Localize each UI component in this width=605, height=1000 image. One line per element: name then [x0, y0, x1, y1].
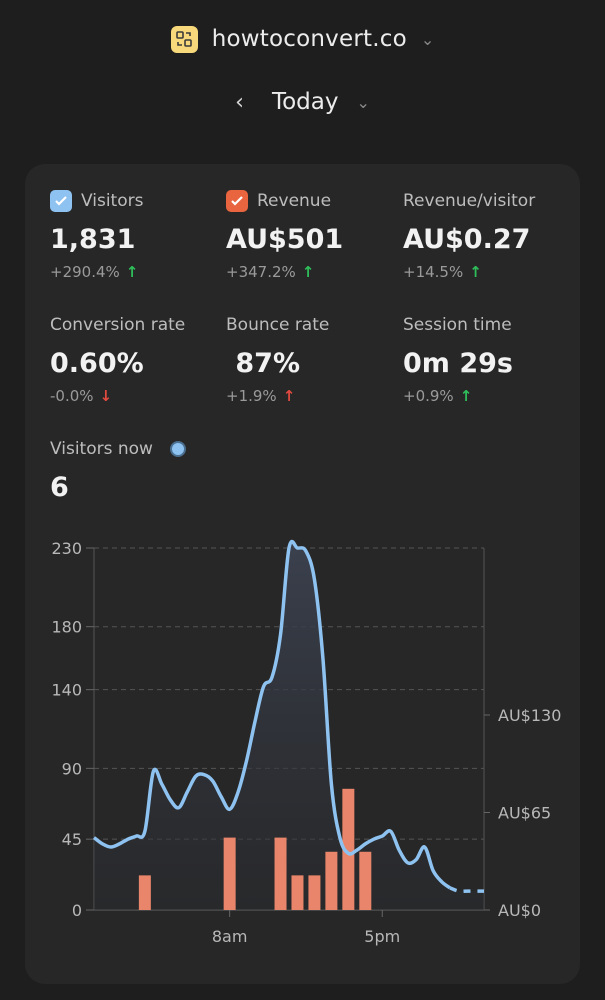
revenue-bar — [359, 851, 372, 910]
y-tick-label: 45 — [62, 830, 82, 849]
metric-conversion-rate[interactable]: Conversion rate 0.60% -0.0% ↓ — [50, 312, 220, 405]
revenue-bar — [223, 837, 236, 910]
revenue-bar — [342, 788, 355, 910]
y-tick-label: 0 — [72, 901, 82, 920]
metric-session-time[interactable]: Session time 0m 29s +0.9% ↑ — [403, 312, 573, 405]
visitors-revenue-chart[interactable]: 0 45 90 140 180 230 AU$0 AU$65 AU$130 8am 5pm — [25, 534, 580, 954]
x-tick-label: 8am — [212, 927, 248, 946]
revenue-bar — [308, 875, 321, 910]
visitors-line-partial — [449, 886, 484, 894]
chevron-down-icon[interactable]: ⌄ — [356, 92, 370, 112]
y2-tick-label: AU$0 — [498, 901, 541, 920]
visitors-area — [94, 541, 484, 910]
metric-change: +290.4% — [50, 263, 120, 281]
revenue-bar — [291, 875, 304, 910]
chevron-down-icon[interactable]: ⌄ — [420, 29, 435, 49]
period-selector[interactable]: ‹ Today ⌄ — [0, 84, 605, 120]
arrow-up-icon: ↑ — [282, 387, 296, 405]
metric-label: Session time — [403, 315, 512, 335]
back-arrow-icon[interactable]: ‹ — [235, 89, 244, 115]
metric-value: 87% — [226, 348, 301, 379]
site-selector[interactable]: howtoconvert.co ⌄ — [0, 22, 605, 56]
live-dot-icon — [169, 441, 186, 457]
period-label[interactable]: Today — [271, 89, 339, 115]
y-tick-label: 230 — [51, 539, 82, 558]
metric-change: +14.5% — [403, 263, 464, 281]
revenue-bar — [274, 837, 287, 910]
arrow-down-icon: ↓ — [99, 387, 113, 405]
metric-change: +1.9% — [226, 387, 277, 405]
site-logo-icon — [170, 25, 198, 53]
arrow-up-icon: ↑ — [125, 263, 139, 281]
metric-value: AU$501 — [226, 224, 344, 255]
metric-change: -0.0% — [50, 387, 94, 405]
revenue-bar — [325, 851, 338, 910]
metric-label: Visitors — [81, 191, 144, 211]
y-tick-label: 90 — [62, 759, 82, 778]
metric-revenue[interactable]: Revenue AU$501 +347.2% ↑ — [226, 188, 396, 281]
arrow-up-icon: ↑ — [301, 263, 315, 281]
revenue-checkbox[interactable] — [226, 190, 248, 212]
metric-value: 1,831 — [50, 224, 136, 255]
visitors-now-value: 6 — [50, 472, 69, 503]
visitors-line — [92, 539, 452, 890]
analytics-card: Visitors 1,831 +290.4% ↑ Revenue AU$501 +… — [25, 164, 580, 984]
visitors-now-label: Visitors now — [50, 439, 153, 459]
metric-label: Conversion rate — [50, 315, 186, 335]
y2-tick-label: AU$65 — [498, 804, 551, 823]
visitors-now: Visitors now 6 — [50, 436, 186, 503]
metric-change: +347.2% — [226, 263, 296, 281]
metric-value: 0.60% — [50, 348, 144, 379]
metric-value: AU$0.27 — [403, 224, 531, 255]
y-tick-label: 180 — [51, 618, 82, 637]
metric-revenue-per-visitor[interactable]: Revenue/visitor AU$0.27 +14.5% ↑ — [403, 188, 573, 281]
check-icon — [55, 196, 67, 206]
site-name[interactable]: howtoconvert.co — [211, 26, 407, 52]
metric-visitors[interactable]: Visitors 1,831 +290.4% ↑ — [50, 188, 220, 281]
metric-label: Bounce rate — [226, 315, 330, 335]
x-tick-label: 5pm — [364, 927, 400, 946]
arrow-up-icon: ↑ — [469, 263, 482, 281]
visitors-checkbox[interactable] — [50, 190, 72, 212]
metric-change: +0.9% — [403, 387, 454, 405]
metric-label: Revenue — [257, 191, 332, 211]
arrow-up-icon: ↑ — [459, 387, 473, 405]
metric-value: 0m 29s — [403, 348, 513, 379]
revenue-bar — [138, 875, 151, 910]
y2-tick-label: AU$130 — [498, 706, 561, 725]
check-icon — [231, 196, 243, 206]
metric-label: Revenue/visitor — [403, 191, 536, 211]
metric-bounce-rate[interactable]: Bounce rate 87% +1.9% ↑ — [226, 312, 396, 405]
y-tick-label: 140 — [51, 681, 82, 700]
